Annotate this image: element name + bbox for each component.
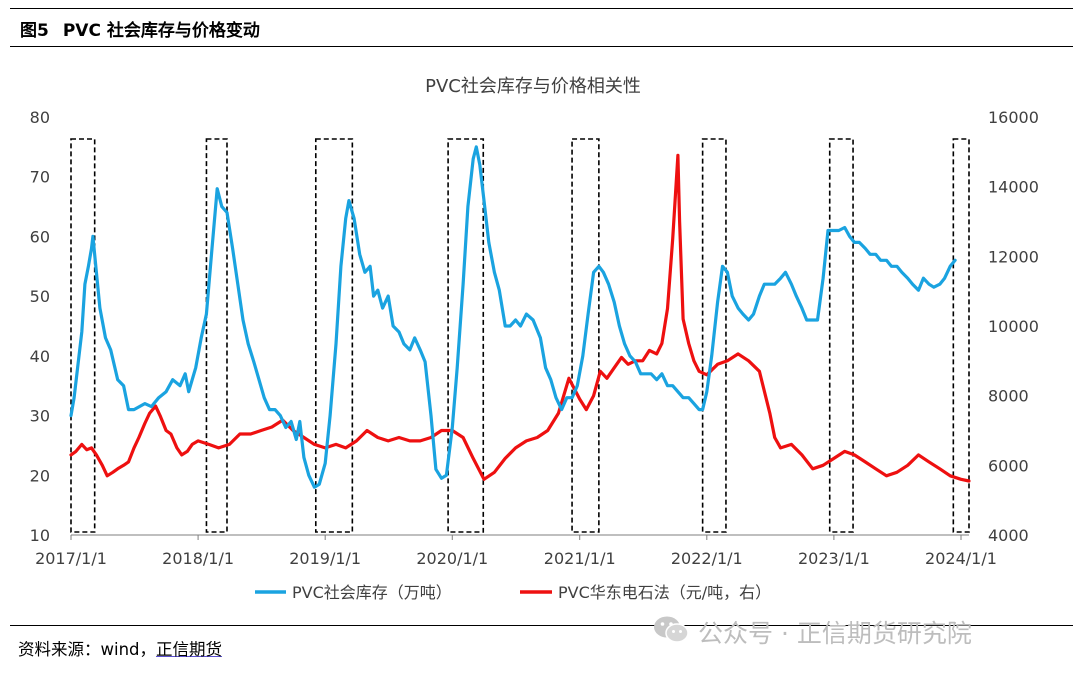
- highlight-window: [571, 138, 600, 533]
- watermark: 公众号 · 正信期货研究院: [652, 614, 972, 650]
- highlight-window: [205, 138, 228, 533]
- wechat-icon: [652, 614, 690, 650]
- bottom-rule: [10, 625, 1073, 626]
- x-tick-label: 2024/1/1: [925, 549, 997, 568]
- watermark-text: 公众号 · 正信期货研究院: [698, 619, 972, 648]
- y-right-tick-label: 4000: [988, 526, 1029, 545]
- figure-number: 图5: [20, 21, 49, 41]
- x-tick-label: 2023/1/1: [798, 549, 870, 568]
- y-right-tick-label: 12000: [988, 247, 1039, 266]
- x-tick-label: 2020/1/1: [416, 549, 488, 568]
- x-tick-label: 2021/1/1: [544, 549, 616, 568]
- source-brand: 正信期货: [156, 640, 223, 659]
- y-left-tick-label: 60: [30, 227, 50, 246]
- x-tick-label: 2022/1/1: [671, 549, 743, 568]
- highlight-window: [701, 138, 727, 533]
- y-left-tick-label: 50: [30, 287, 50, 306]
- source-text: 资料来源：wind，: [18, 640, 157, 659]
- chart-title: PVC社会库存与价格相关性: [425, 76, 641, 97]
- title-rule: [10, 46, 1073, 47]
- y-left-tick-label: 10: [30, 526, 50, 545]
- y-right-tick-label: 14000: [988, 178, 1039, 197]
- source-note: 资料来源：wind，正信期货: [18, 636, 222, 660]
- x-tick-label: 2019/1/1: [289, 549, 361, 568]
- series-lines: [69, 145, 971, 489]
- highlight-window: [447, 138, 485, 533]
- highlight-window: [952, 138, 970, 533]
- figure-title-text: PVC 社会库存与价格变动: [62, 21, 260, 41]
- axes: 10 20 30 40 50 60 70 80 4000 6000 8000 10000 12000 14…: [30, 108, 1039, 568]
- y-right-tick-label: 16000: [988, 108, 1039, 127]
- legend-label-price: PVC华东电石法（元/吨，右）: [558, 583, 771, 602]
- figure-title: 图5 PVC 社会库存与价格变动: [20, 16, 260, 41]
- y-right-tick-label: 10000: [988, 317, 1039, 336]
- highlight-windows: [70, 138, 970, 533]
- legend: PVC社会库存（万吨） PVC华东电石法（元/吨，右）: [255, 583, 771, 602]
- price-line: [69, 153, 971, 483]
- legend-label-inventory: PVC社会库存（万吨）: [292, 583, 452, 602]
- y-left-tick-label: 70: [30, 168, 50, 187]
- y-left-tick-label: 30: [30, 407, 50, 426]
- highlight-window: [314, 138, 354, 533]
- y-left-tick-label: 20: [30, 466, 50, 485]
- highlight-window: [828, 138, 854, 533]
- highlight-window: [70, 138, 96, 533]
- y-left-tick-label: 80: [30, 108, 50, 127]
- y-right-tick-label: 8000: [988, 387, 1029, 406]
- top-rule: [10, 8, 1073, 9]
- inventory-line: [69, 145, 957, 489]
- y-right-tick-label: 6000: [988, 456, 1029, 475]
- y-left-tick-label: 40: [30, 347, 50, 366]
- x-tick-label: 2017/1/1: [35, 549, 107, 568]
- x-tick-label: 2018/1/1: [162, 549, 234, 568]
